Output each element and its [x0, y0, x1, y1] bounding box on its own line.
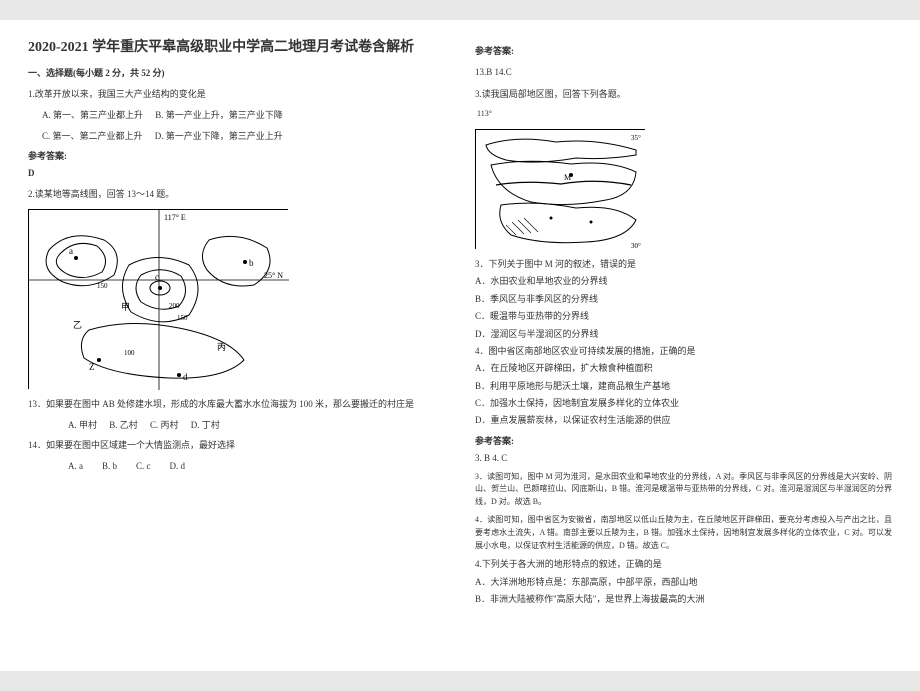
fig1-jia: 甲	[121, 302, 130, 312]
q4b-stem: 4.下列关于各大洲的地形特点的叙述，正确的是	[475, 557, 892, 571]
q14-b: B. b	[102, 461, 117, 471]
fig1-yi: 乙	[73, 320, 82, 330]
contour-map-figure: 117° E 25° N a b c 甲 150 200	[28, 209, 288, 389]
q3-c: C．暖温带与亚热带的分界线	[475, 309, 892, 323]
fig1-bing: 丙	[217, 342, 226, 352]
question-14-options: A. a B. b C. c D. d	[68, 459, 445, 473]
fig1-b: b	[249, 258, 254, 268]
q13-b: B. 乙村	[109, 420, 138, 430]
answer-1314: 13.B 14.C	[475, 65, 892, 79]
fig1-200a: 200	[169, 302, 180, 310]
q14-d: D. d	[170, 461, 186, 471]
question-13-options: A. 甲村 B. 乙村 C. 丙村 D. 丁村	[68, 418, 445, 432]
q4-d: D．重点发展薪炭林，以保证农村生活能源的供应	[475, 413, 892, 427]
answer-34: 3. B 4. C	[475, 451, 892, 465]
explanation-3: 3．读图可知，图中 M 河为淮河，是水田农业和旱地农业的分界线，A 对。季风区与…	[475, 471, 892, 509]
q3-stem: 3．下列关于图中 M 河的叙述，错误的是	[475, 257, 892, 271]
question-1-stem: 1.改革开放以来，我国三大产业结构的变化是	[28, 87, 445, 101]
q13-d: D. 丁村	[191, 420, 220, 430]
q4-a: A．在丘陵地区开辟梯田，扩大粮食种植面积	[475, 361, 892, 375]
answer-label-1314: 参考答案:	[475, 44, 892, 58]
q4-c: C．加强水土保持，因地制宜发展多样化的立体农业	[475, 396, 892, 410]
q13-c: C. 丙村	[150, 420, 179, 430]
question-1-options: A. 第一、第三产业都上升 B. 第一产业上升，第三产业下降 C. 第一、第二产…	[42, 108, 445, 143]
q4b-b: B．非洲大陆被称作"高原大陆"，是世界上海拔最高的大洲	[475, 592, 892, 606]
fig1-150a: 150	[97, 282, 108, 290]
question-2-stem: 2.读某地等高线图，回答 13～14 题。	[28, 187, 445, 201]
right-column: 参考答案: 13.B 14.C 3.读我国局部地区图，回答下列各题。 113° …	[475, 38, 892, 653]
exam-title: 2020-2021 学年重庆平皋高级职业中学高二地理月考试卷含解析	[28, 38, 445, 58]
question-3-intro: 3.读我国局部地区图，回答下列各题。	[475, 87, 892, 101]
q3-d: D．湿润区与半湿润区的分界线	[475, 327, 892, 341]
fig1-lon: 117° E	[164, 213, 186, 222]
left-column: 2020-2021 学年重庆平皋高级职业中学高二地理月考试卷含解析 一、选择题(…	[28, 38, 445, 653]
q4b-a: A．大洋洲地形特点是：东部高原，中部平原，西部山地	[475, 575, 892, 589]
q1-opt-d: D. 第一产业下降，第三产业上升	[155, 131, 283, 141]
fig1-d: d	[183, 372, 188, 382]
fig1-a: a	[69, 246, 73, 256]
china-region-map-figure: 35° 30° M	[475, 129, 645, 249]
fig1-z: Z	[89, 362, 95, 372]
q14-c: C. c	[136, 461, 151, 471]
fig1-c: c	[155, 272, 159, 282]
fig2-lat30: 30°	[631, 242, 641, 250]
fig1-150b: 150	[177, 314, 188, 322]
explanation-4: 4．读图可知，图中省区为安徽省，南部地区以低山丘陵为主，在丘陵地区开辟梯田，要充…	[475, 514, 892, 552]
q1-opt-a: A. 第一、第三产业都上升	[42, 110, 143, 120]
question-13-stem: 13．如果要在图中 AB 处修建水坝，形成的水库最大蓄水水位海拔为 100 米，…	[28, 397, 445, 411]
q1-opt-c: C. 第一、第二产业都上升	[42, 131, 143, 141]
fig2-topleft-lon: 113°	[477, 108, 892, 121]
q14-a: A. a	[68, 461, 83, 471]
fig1-100: 100	[124, 349, 135, 357]
question-14-stem: 14．如果要在图中区域建一个大情监测点，最好选择	[28, 438, 445, 452]
section-heading: 一、选择题(每小题 2 分，共 52 分)	[28, 66, 445, 80]
q3-a: A．水田农业和旱地农业的分界线	[475, 274, 892, 288]
q4-b: B．利用平原地形与肥沃土壤，建商品粮生产基地	[475, 379, 892, 393]
q1-answer: D	[28, 166, 445, 180]
q3-b: B．季风区与非季风区的分界线	[475, 292, 892, 306]
q13-a: A. 甲村	[68, 420, 97, 430]
q1-opt-b: B. 第一产业上升，第三产业下降	[155, 110, 283, 120]
answer-label-34: 参考答案:	[475, 434, 892, 448]
exam-page: 2020-2021 学年重庆平皋高级职业中学高二地理月考试卷含解析 一、选择题(…	[0, 20, 920, 671]
q4-stem: 4．图中省区南部地区农业可持续发展的措施，正确的是	[475, 344, 892, 358]
fig2-lat35: 35°	[631, 134, 641, 142]
q1-answer-label: 参考答案:	[28, 149, 445, 163]
